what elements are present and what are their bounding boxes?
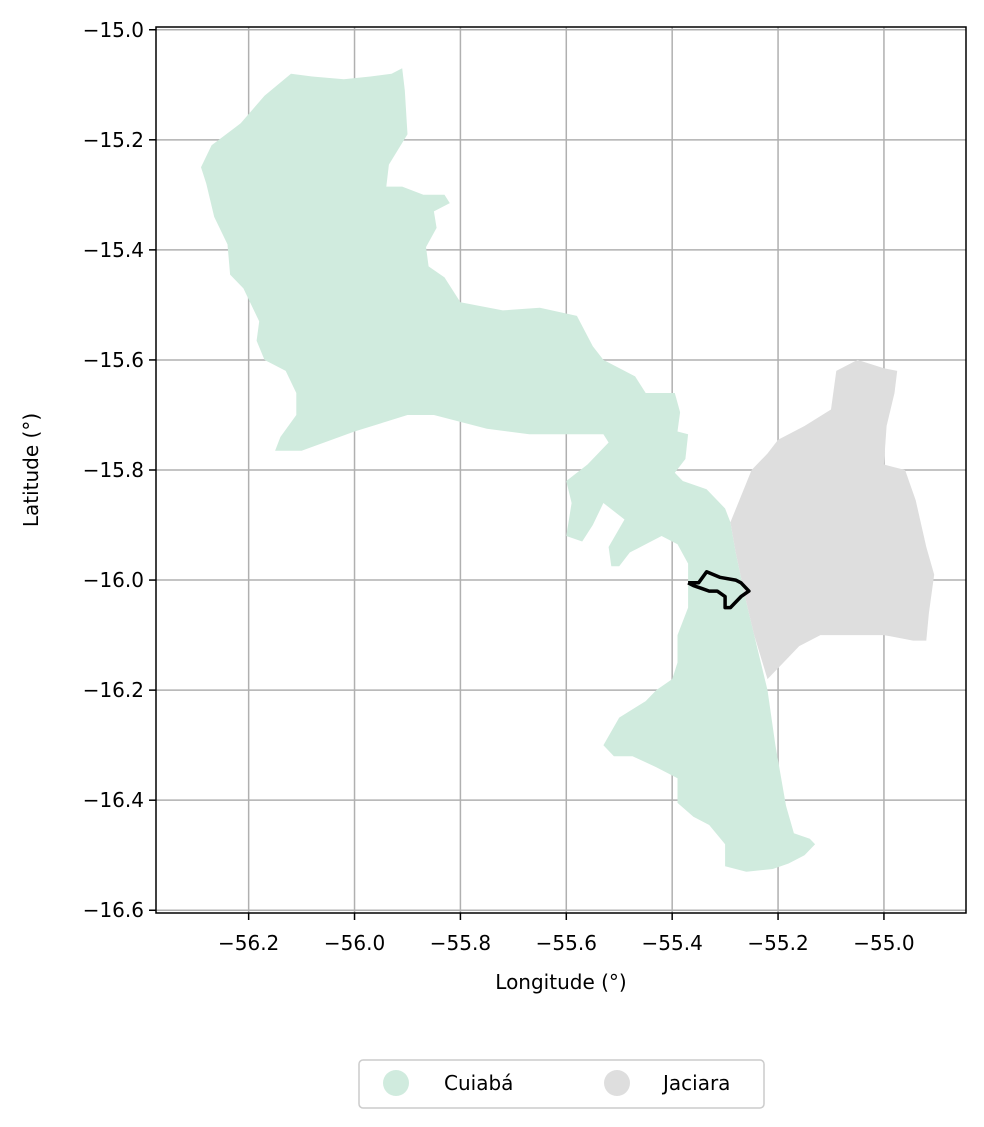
- x-tick-label: −56.2: [218, 931, 279, 955]
- map-regions: [201, 68, 935, 872]
- legend-box: [358, 1059, 765, 1109]
- region-cuiaba: [201, 68, 816, 872]
- x-tick-label: −56.0: [324, 931, 385, 955]
- y-tick-label: −15.2: [83, 128, 144, 152]
- y-tick-label: −16.6: [83, 898, 144, 922]
- y-tick-label: −16.4: [83, 788, 144, 812]
- highlight-boundary: [687, 570, 751, 610]
- legend: Cuiabá Jaciara: [358, 1059, 765, 1109]
- legend-marker: [604, 1070, 630, 1096]
- x-tick-label: −55.8: [430, 931, 491, 955]
- region-jaciara: [730, 359, 935, 680]
- x-tick-label: −55.6: [536, 931, 597, 955]
- x-axis-ticks: −56.2 −56.0 −55.8 −55.6 −55.4 −55.2 −55.0: [218, 913, 915, 955]
- y-tick-label: −15.0: [83, 18, 144, 42]
- y-tick-label: −16.0: [83, 568, 144, 592]
- x-tick-label: −55.0: [853, 931, 914, 955]
- y-tick-label: −15.8: [83, 458, 144, 482]
- y-axis-label: Latitude (°): [19, 413, 43, 527]
- legend-marker: [383, 1070, 409, 1096]
- x-axis-label: Longitude (°): [495, 970, 626, 994]
- y-tick-label: −15.4: [83, 238, 144, 262]
- legend-label: Jaciara: [661, 1071, 730, 1095]
- y-tick-label: −15.6: [83, 348, 144, 372]
- y-axis-ticks: −15.0 −15.2 −15.4 −15.6 −15.8 −16.0 −16.2 −16.4…: [83, 18, 156, 922]
- highlight-outline: [687, 570, 751, 610]
- x-tick-label: −55.2: [747, 931, 808, 955]
- legend-label: Cuiabá: [444, 1071, 513, 1095]
- y-tick-label: −16.2: [83, 678, 144, 702]
- x-tick-label: −55.4: [642, 931, 703, 955]
